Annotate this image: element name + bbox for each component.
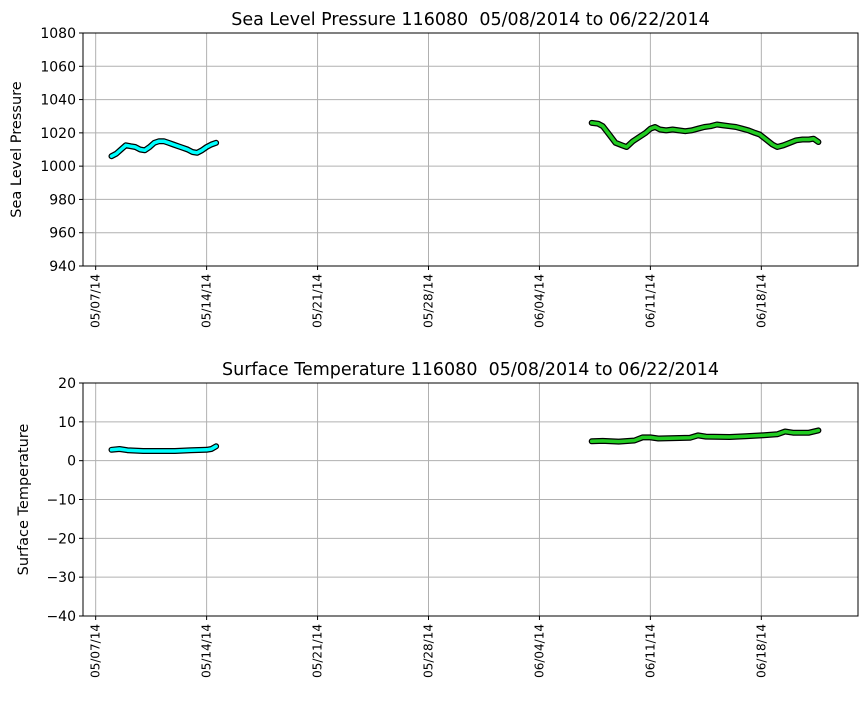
y-tick-label: −40	[46, 609, 76, 625]
y-tick-label: 940	[49, 259, 76, 275]
x-tick-label: 05/14/14	[200, 624, 214, 678]
chart-title: Surface Temperature 116080 05/08/2014 to…	[222, 360, 719, 380]
series-outline-1	[108, 138, 220, 160]
y-tick-label: 1060	[40, 59, 76, 75]
x-tick-label: 06/18/14	[754, 624, 768, 678]
x-tick-label: 05/21/14	[311, 624, 325, 678]
y-axis-label: Surface Temperature	[16, 424, 32, 576]
x-tick-label: 05/07/14	[89, 274, 103, 328]
y-tick-label: 1040	[40, 93, 76, 109]
y-tick-label: 1000	[40, 159, 76, 175]
x-tick-label: 06/04/14	[532, 274, 546, 328]
x-tick-label: 06/11/14	[643, 624, 657, 678]
chart-2: −40 −30 −20 −10 0 10 20 05/07/14 05/14/14 05/21/1…	[16, 360, 859, 678]
x-tick-label: 06/11/14	[643, 274, 657, 328]
x-tick-label: 05/07/14	[89, 624, 103, 678]
y-tick-label: −30	[46, 570, 76, 586]
chart-1: 940 960 980 1000 1020 1040 1060 1080 05/07/14 05/…	[9, 10, 859, 328]
y-tick-label: 10	[58, 415, 76, 431]
chart-title: Sea Level Pressure 116080 05/08/2014 to …	[231, 10, 710, 30]
y-tick-label: 960	[49, 226, 76, 242]
x-tick-label: 05/14/14	[200, 274, 214, 328]
series-line-2	[589, 428, 821, 444]
series-line-1	[109, 444, 218, 453]
x-tick-label: 06/18/14	[754, 274, 768, 328]
x-tick-label: 05/21/14	[311, 274, 325, 328]
x-tick-label: 05/28/14	[422, 624, 436, 678]
series-line-1	[109, 139, 218, 158]
y-tick-label: 20	[58, 376, 76, 392]
y-tick-label: 980	[49, 192, 76, 208]
y-axis-label: Sea Level Pressure	[9, 81, 25, 217]
y-tick-label: 1080	[40, 26, 76, 42]
series-line-2	[589, 121, 821, 149]
y-tick-label: 0	[67, 454, 76, 470]
y-tick-label: −10	[46, 493, 76, 509]
x-tick-label: 06/04/14	[532, 624, 546, 678]
y-tick-label: 1020	[40, 126, 76, 142]
plot-frame	[82, 32, 859, 267]
x-tick-label: 05/28/14	[422, 274, 436, 328]
y-tick-label: −20	[46, 531, 76, 547]
